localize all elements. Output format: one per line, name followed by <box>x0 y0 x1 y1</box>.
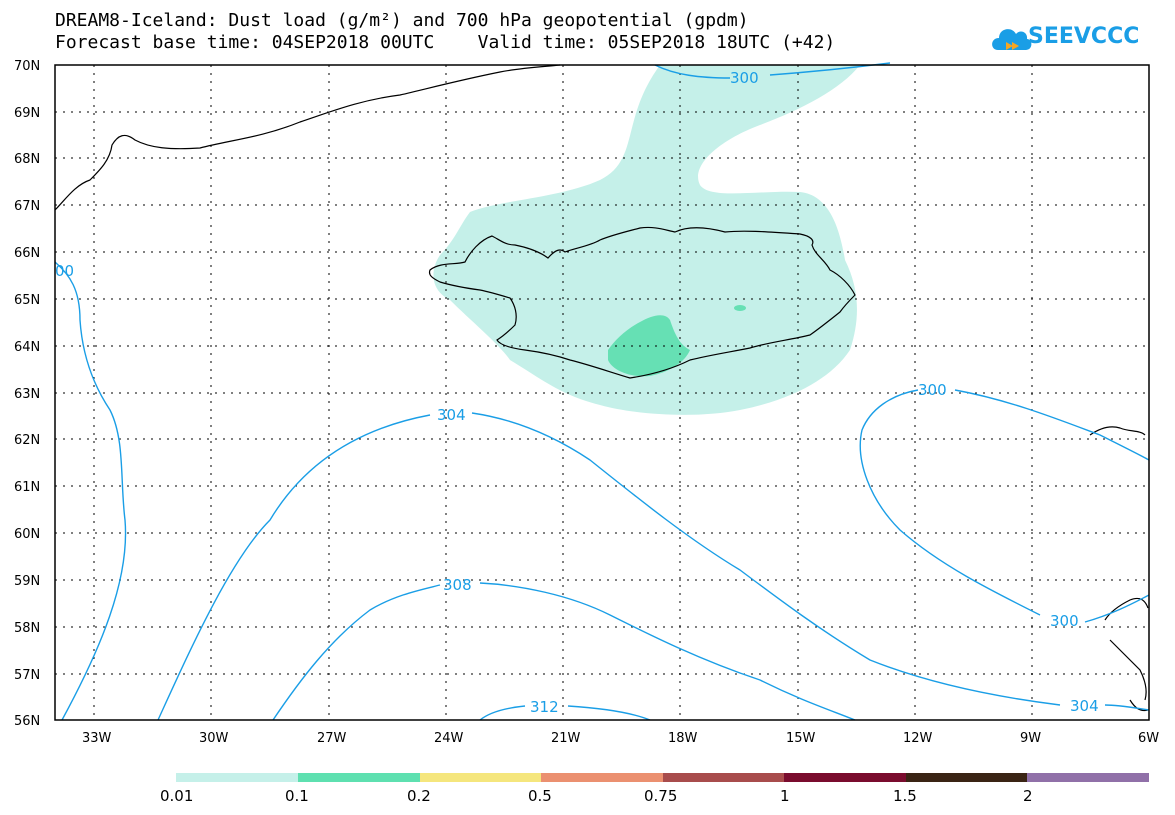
lat-label: 62N <box>14 433 40 448</box>
lat-label: 60N <box>14 527 40 542</box>
colorbar-swatch <box>541 773 663 782</box>
lat-label: 66N <box>14 246 40 261</box>
lat-label: 67N <box>14 199 40 214</box>
contour-label-304-main: 304 <box>437 406 466 424</box>
lat-label: 63N <box>14 387 40 402</box>
contour-label-300-southeast: 300 <box>1050 612 1079 630</box>
forecast-time-line: Forecast base time: 04SEP2018 00UTC Vali… <box>55 32 836 53</box>
lon-label: 21W <box>551 731 581 746</box>
colorbar-label: 0.1 <box>285 787 309 805</box>
lon-label: 12W <box>903 731 933 746</box>
lat-label: 69N <box>14 106 40 121</box>
colorbar: 0.01 0.1 0.2 0.5 0.75 1 1.5 2 <box>160 773 1149 805</box>
geopotential-contours <box>54 62 1150 721</box>
coastline-scotland <box>1104 597 1149 712</box>
lat-label: 65N <box>14 293 40 308</box>
dust-spot <box>734 305 746 311</box>
coastline-greenland <box>54 64 561 211</box>
colorbar-label: 2 <box>1023 787 1033 805</box>
colorbar-swatch <box>298 773 420 782</box>
colorbar-label: 0.5 <box>528 787 552 805</box>
colorbar-swatch <box>784 773 906 782</box>
latitude-labels: 70N 69N 68N 67N 66N 65N 64N 63N 62N 61N … <box>14 59 40 729</box>
contour-312 <box>479 705 651 721</box>
lat-label: 59N <box>14 574 40 589</box>
colorbar-label: 0.01 <box>160 787 193 805</box>
contour-labels: 300 300 300 304 304 308 312 00 <box>55 69 1099 716</box>
contour-label-300-north: 300 <box>730 69 759 87</box>
map-title: DREAM8-Iceland: Dust load (g/m²) and 700… <box>55 10 749 31</box>
lat-label: 58N <box>14 621 40 636</box>
cloud-logo-icon <box>992 29 1032 50</box>
lon-label: 33W <box>82 731 112 746</box>
contour-308 <box>272 582 856 721</box>
coastline-faroes <box>1089 426 1146 436</box>
contour-300-east <box>859 389 1150 623</box>
contour-label-308: 308 <box>443 576 472 594</box>
lon-label: 30W <box>199 731 229 746</box>
lon-label: 27W <box>317 731 347 746</box>
lat-label: 61N <box>14 480 40 495</box>
colorbar-swatch <box>1027 773 1149 782</box>
logo-text: SEEVCCC <box>1028 24 1140 49</box>
colorbar-label: 0.2 <box>407 787 431 805</box>
contour-300-east-upper <box>954 389 1150 461</box>
contour-label-312: 312 <box>530 698 559 716</box>
colorbar-swatch <box>420 773 541 782</box>
colorbar-label: 1 <box>780 787 790 805</box>
colorbar-swatch <box>176 773 298 782</box>
contour-label-west: 00 <box>55 262 74 280</box>
lon-label: 9W <box>1020 731 1041 746</box>
lon-label: 24W <box>434 731 464 746</box>
colorbar-swatch <box>663 773 784 782</box>
contour-label-304-southeast: 304 <box>1070 697 1099 715</box>
map-frame <box>54 64 1150 721</box>
lat-label: 64N <box>14 340 40 355</box>
lat-label: 70N <box>14 59 40 74</box>
lon-label: 18W <box>668 731 698 746</box>
lat-label: 68N <box>14 152 40 167</box>
lat-label: 56N <box>14 714 40 729</box>
lon-label: 6W <box>1138 731 1159 746</box>
contour-label-300-east: 300 <box>918 381 947 399</box>
colorbar-label: 0.75 <box>644 787 677 805</box>
dust-plume-light <box>433 65 860 415</box>
longitude-labels: 33W 30W 27W 24W 21W 18W 15W 12W 9W 6W <box>82 731 1159 746</box>
contour-300-west <box>54 261 127 721</box>
coastline-iceland <box>428 226 856 379</box>
colorbar-swatch <box>906 773 1027 782</box>
lat-label: 57N <box>14 668 40 683</box>
dust-load-layer <box>433 65 860 415</box>
contour-304-main <box>157 412 1150 721</box>
colorbar-label: 1.5 <box>893 787 917 805</box>
lon-label: 15W <box>786 731 816 746</box>
